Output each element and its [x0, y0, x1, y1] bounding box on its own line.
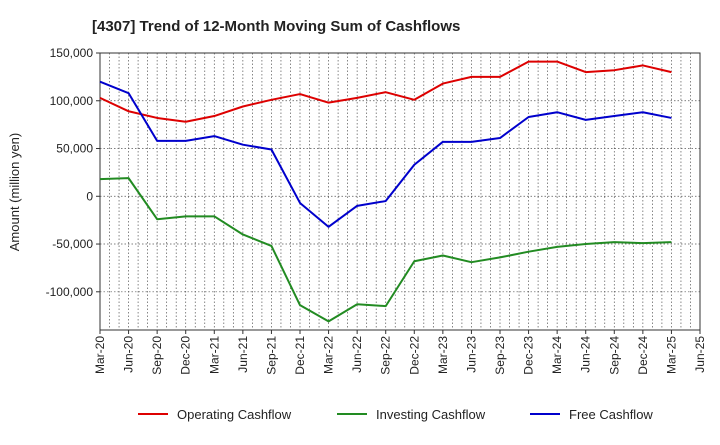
legend-label-operating-cashflow: Operating Cashflow — [177, 407, 292, 422]
y-tick-label: 0 — [86, 189, 93, 203]
x-tick-label: Mar-21 — [207, 336, 221, 374]
x-tick-label: Jun-24 — [579, 336, 593, 373]
legend-label-investing-cashflow: Investing Cashflow — [376, 407, 486, 422]
x-tick-label: Mar-23 — [436, 336, 450, 374]
y-tick-label: 150,000 — [50, 46, 94, 60]
legend-label-free-cashflow: Free Cashflow — [569, 407, 653, 422]
y-tick-label: -50,000 — [52, 237, 93, 251]
x-tick-label: Jun-25 — [693, 336, 707, 373]
x-tick-label: Dec-22 — [407, 336, 421, 375]
series-line-investing-cashflow — [99, 177, 672, 323]
x-tick-label: Dec-23 — [522, 336, 536, 375]
x-tick-label: Mar-25 — [664, 336, 678, 374]
x-tick-label: Mar-22 — [322, 336, 336, 374]
x-tick-label: Jun-20 — [122, 336, 136, 373]
x-tick-label: Mar-20 — [93, 336, 107, 374]
axes: 150,000 100,000 50,000 0 -50,000 -100,000 Mar-… — [46, 46, 707, 375]
grid — [100, 52, 700, 330]
y-axis-label: Amount (million yen) — [7, 133, 22, 252]
x-tick-label: Dec-24 — [636, 336, 650, 375]
x-tick-label: Dec-20 — [179, 336, 193, 375]
x-tick-label: Sep-20 — [150, 336, 164, 375]
y-tick-label: 100,000 — [50, 94, 94, 108]
plot-area-border — [99, 52, 701, 331]
chart-title: [4307] Trend of 12-Month Moving Sum of C… — [92, 18, 460, 35]
legend: Operating Cashflow Investing Cashflow Free… — [138, 407, 653, 422]
x-tick-label: Jun-22 — [350, 336, 364, 373]
x-tick-label: Sep-21 — [264, 336, 278, 375]
x-tick-label: Dec-21 — [293, 336, 307, 375]
x-tick-label: Sep-24 — [607, 336, 621, 375]
series-lines — [99, 60, 672, 323]
x-tick-label: Sep-23 — [493, 336, 507, 375]
x-tick-label: Sep-22 — [379, 336, 393, 375]
y-tick-label: 50,000 — [56, 142, 93, 156]
series-line-free-cashflow — [99, 80, 672, 228]
x-tick-label: Jun-23 — [464, 336, 478, 373]
x-tick-label: Mar-24 — [550, 336, 564, 374]
series-line-operating-cashflow — [99, 60, 672, 123]
y-tick-label: -100,000 — [46, 285, 94, 299]
x-tick-label: Jun-21 — [236, 336, 250, 373]
